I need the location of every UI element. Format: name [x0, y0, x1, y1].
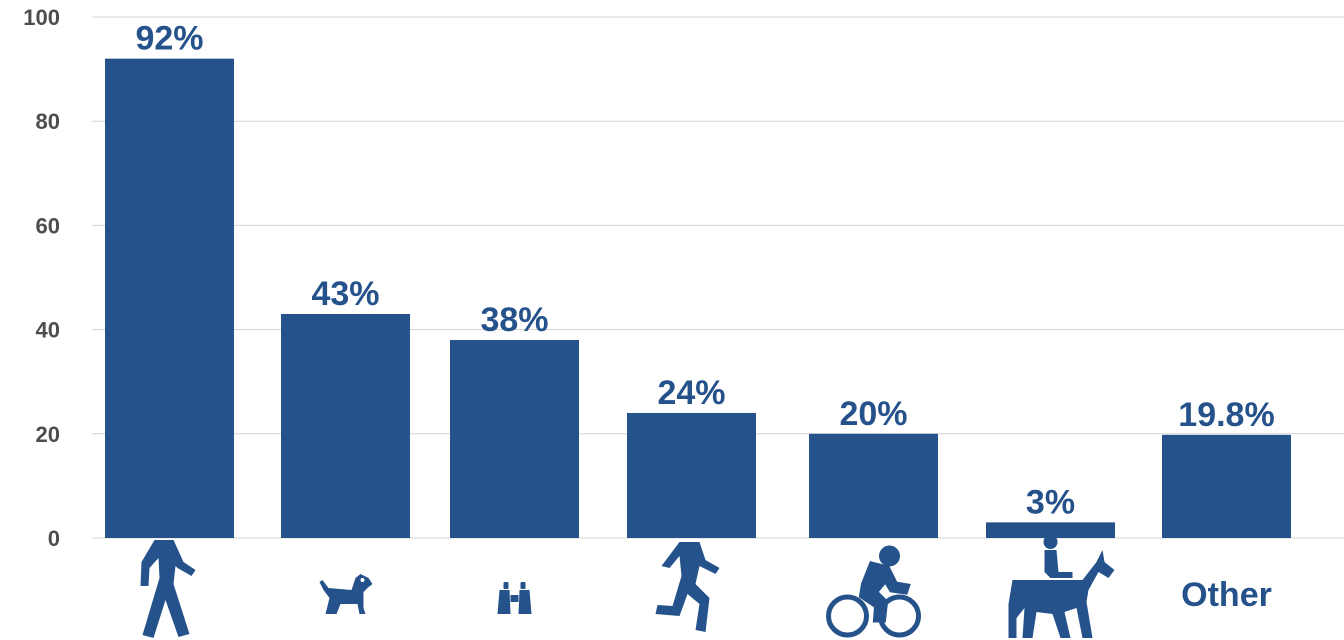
y-tick-label: 80: [36, 109, 60, 134]
data-label: 92%: [135, 20, 203, 58]
y-tick-label: 100: [23, 5, 60, 30]
data-label: 19.8%: [1178, 396, 1274, 434]
y-axis-ticks: 0 20 40 60 80 100: [23, 5, 60, 551]
y-tick-label: 20: [36, 422, 60, 447]
binoculars-icon: [497, 582, 532, 614]
data-label: 24%: [657, 374, 725, 412]
bar: [986, 522, 1115, 538]
bar: [105, 58, 234, 539]
bar: [281, 313, 410, 538]
bar: [450, 340, 579, 538]
bar: [1162, 434, 1291, 538]
dog-icon: [319, 574, 373, 614]
category-axis: Other: [140, 519, 1272, 638]
y-tick-label: 0: [48, 526, 60, 551]
y-tick-label: 40: [36, 318, 60, 343]
data-label: 3%: [1026, 483, 1075, 521]
data-label: 20%: [839, 395, 907, 433]
bar: [809, 433, 938, 538]
data-label: 38%: [480, 301, 548, 339]
data-labels: 92% 43% 38% 24% 20% 3% 19.8%: [135, 20, 1274, 522]
bar: [627, 412, 756, 538]
category-label: Other: [1181, 576, 1272, 614]
horseback-riding-icon: [1008, 535, 1115, 638]
data-label: 43%: [311, 275, 379, 313]
y-tick-label: 60: [36, 213, 60, 238]
bars: [105, 58, 1291, 539]
cycling-icon: [829, 548, 919, 635]
